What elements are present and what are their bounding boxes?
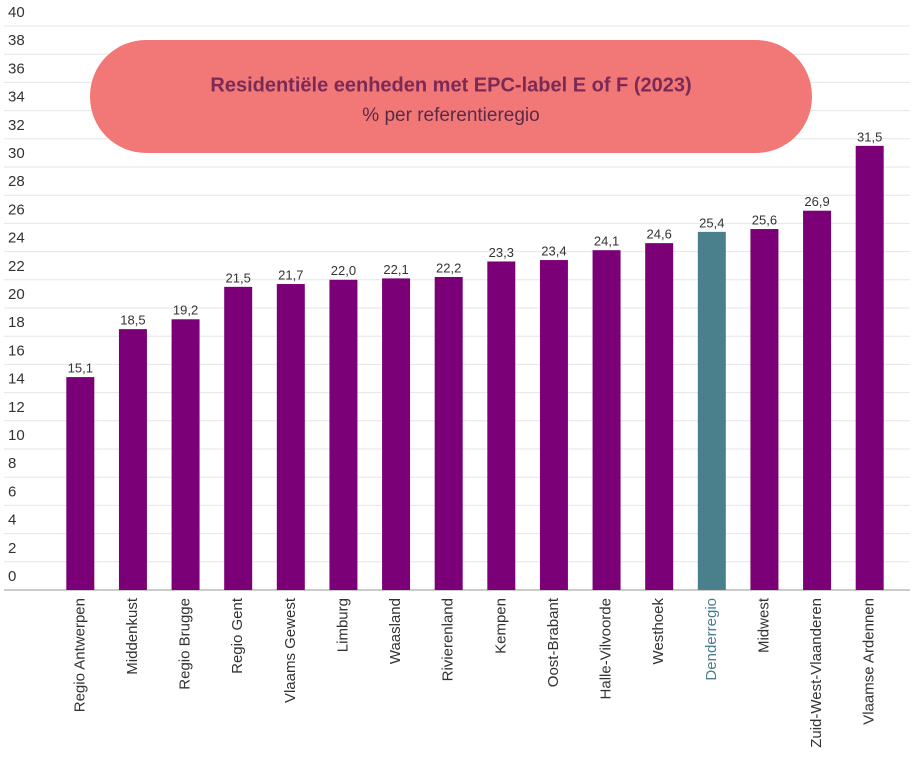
chart-title: Residentiële eenheden met EPC-label E of… <box>210 74 691 96</box>
y-tick-label: 28 <box>8 173 25 190</box>
bar <box>66 377 95 590</box>
y-tick-label: 38 <box>8 32 25 49</box>
x-tick-label: Westhoek <box>650 598 667 665</box>
x-tick-label: Vlaamse Ardennen <box>861 598 878 725</box>
bar <box>539 260 568 590</box>
x-tick-label: Rivierenland <box>440 598 457 681</box>
y-tick-label: 34 <box>8 89 25 106</box>
value-label: 26,9 <box>804 194 829 209</box>
bar <box>434 276 463 590</box>
y-tick-label: 8 <box>8 455 16 472</box>
x-tick-label: Regio Antwerpen <box>71 598 88 712</box>
value-label: 19,2 <box>173 303 198 318</box>
x-tick-label: Regio Gent <box>229 597 246 674</box>
y-tick-label: 30 <box>8 145 25 162</box>
value-label: 18,5 <box>120 313 145 328</box>
bar <box>697 231 726 591</box>
value-label: 22,2 <box>436 260 461 275</box>
y-tick-label: 40 <box>8 4 25 21</box>
value-label: 25,6 <box>752 212 777 227</box>
x-tick-label: Regio Brugge <box>177 598 194 690</box>
bar <box>803 210 832 590</box>
y-tick-label: 0 <box>8 568 16 585</box>
y-tick-label: 26 <box>8 201 25 218</box>
value-label: 21,7 <box>278 267 303 282</box>
title-box <box>90 40 812 153</box>
value-label: 24,1 <box>594 234 619 249</box>
value-label: 23,3 <box>489 245 514 260</box>
x-tick-label: Limburg <box>334 598 351 652</box>
bar <box>382 278 411 590</box>
y-tick-label: 22 <box>8 258 25 275</box>
bar <box>276 284 305 590</box>
y-tick-label: 24 <box>8 230 25 247</box>
y-tick-label: 10 <box>8 427 25 444</box>
y-tick-label: 16 <box>8 342 25 359</box>
bar <box>855 145 884 590</box>
chart-subtitle: % per referentieregio <box>362 105 539 126</box>
y-tick-label: 36 <box>8 60 25 77</box>
x-tick-label: Halle-Vilvoorde <box>598 598 615 699</box>
bar <box>329 279 358 590</box>
y-tick-label: 14 <box>8 371 25 388</box>
bar <box>592 250 621 590</box>
y-tick-label: 18 <box>8 314 25 331</box>
x-tick-label: Midwest <box>755 597 772 653</box>
y-tick-label: 6 <box>8 483 16 500</box>
x-tick-label: Denderregio <box>703 598 720 681</box>
x-tick-label: Vlaams Gewest <box>282 597 299 703</box>
value-label: 23,4 <box>541 243 566 258</box>
bar <box>487 261 516 590</box>
bar <box>645 243 674 590</box>
value-label: 21,5 <box>226 270 251 285</box>
y-tick-label: 32 <box>8 117 25 134</box>
bar <box>171 319 200 590</box>
x-tick-label: Oost-Brabant <box>545 597 562 687</box>
y-tick-label: 12 <box>8 399 25 416</box>
value-label: 22,1 <box>383 262 408 277</box>
value-label: 25,4 <box>699 215 724 230</box>
value-label: 22,0 <box>331 263 356 278</box>
x-tick-label: Zuid-West-Vlaanderen <box>808 598 825 748</box>
x-tick-label: Middenkust <box>124 597 141 675</box>
bar <box>224 286 253 590</box>
value-label: 15,1 <box>68 361 93 376</box>
x-tick-label: Waasland <box>387 598 404 664</box>
value-label: 31,5 <box>857 129 882 144</box>
x-tick-label: Kempen <box>492 598 509 654</box>
value-label: 24,6 <box>647 227 672 242</box>
y-tick-label: 4 <box>8 512 16 529</box>
y-tick-label: 20 <box>8 286 25 303</box>
bar <box>750 229 779 591</box>
bar <box>118 329 147 590</box>
y-tick-label: 2 <box>8 540 16 557</box>
